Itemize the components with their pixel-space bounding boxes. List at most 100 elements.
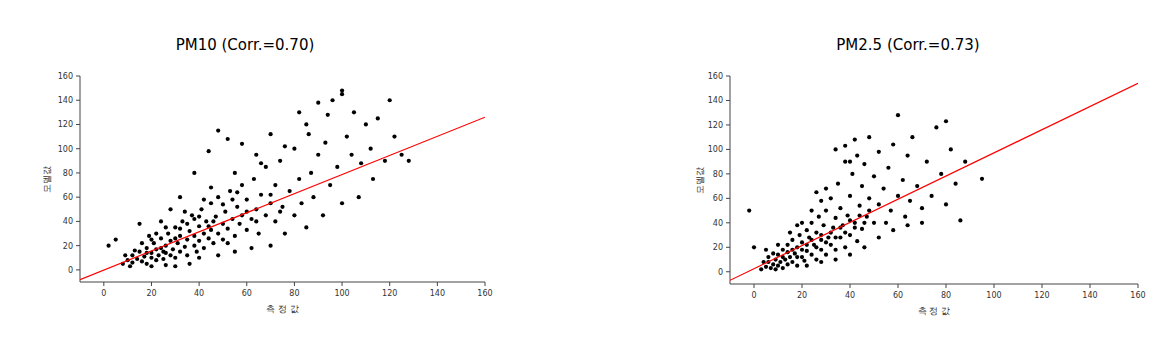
point: [326, 113, 330, 117]
point: [903, 215, 907, 219]
point: [149, 264, 153, 268]
point: [128, 264, 132, 268]
point: [848, 233, 852, 237]
point: [896, 113, 900, 117]
point: [328, 183, 332, 187]
x-tick: [437, 282, 438, 286]
point: [800, 255, 804, 259]
point: [292, 147, 296, 151]
y-tick: [726, 247, 730, 248]
chart-canvas: PM10 (Corr.=0.70)02040608010012014016002…: [0, 0, 1156, 340]
y-tick-label: 40: [63, 217, 73, 226]
x-tick-label: 140: [430, 289, 445, 298]
point: [814, 231, 818, 235]
point: [114, 237, 118, 241]
x-tick: [485, 282, 486, 286]
point: [819, 238, 823, 242]
point: [906, 223, 910, 227]
point: [209, 201, 213, 205]
point: [383, 159, 387, 163]
point: [872, 174, 876, 178]
point: [800, 221, 804, 225]
point: [216, 253, 220, 257]
point: [934, 125, 938, 129]
y-tick-label: 0: [718, 268, 723, 277]
point: [781, 248, 785, 252]
point: [268, 193, 272, 197]
y-tick: [726, 271, 730, 272]
point: [766, 255, 770, 259]
point: [829, 196, 833, 200]
point: [335, 165, 339, 169]
point: [371, 177, 375, 181]
y-tick-label: 120: [708, 121, 723, 130]
point: [838, 235, 842, 239]
point: [884, 221, 888, 225]
point: [882, 186, 886, 190]
point: [185, 253, 189, 257]
point: [886, 166, 890, 170]
point: [283, 231, 287, 235]
point: [930, 194, 934, 198]
point: [273, 183, 277, 187]
point: [183, 245, 187, 249]
x-tick: [802, 284, 803, 288]
point: [862, 245, 866, 249]
point: [872, 221, 876, 225]
point: [817, 215, 821, 219]
point: [949, 147, 953, 151]
point: [819, 248, 823, 252]
point: [249, 217, 253, 221]
point: [254, 219, 258, 223]
y-tick-label: 80: [713, 170, 723, 179]
point: [810, 221, 814, 225]
point: [192, 171, 196, 175]
y-tick-label: 0: [68, 266, 73, 275]
y-tick: [726, 149, 730, 150]
y-tick-label: 140: [58, 96, 73, 105]
point: [304, 122, 308, 126]
point: [211, 241, 215, 245]
point: [178, 195, 182, 199]
y-tick: [726, 124, 730, 125]
x-tick: [103, 282, 104, 286]
point: [764, 265, 768, 269]
point: [173, 236, 177, 240]
point: [340, 92, 344, 96]
y-tick: [76, 76, 80, 77]
point: [858, 204, 862, 208]
y-tick-label: 160: [58, 72, 73, 81]
point: [819, 260, 823, 264]
point: [388, 98, 392, 102]
point: [853, 138, 857, 142]
point: [307, 132, 311, 136]
point: [920, 221, 924, 225]
point: [207, 149, 211, 153]
point: [249, 246, 253, 250]
point: [843, 245, 847, 249]
x-tick-label: 20: [146, 289, 156, 298]
point: [843, 231, 847, 235]
point: [814, 257, 818, 261]
y-axis: [80, 76, 81, 282]
point: [159, 219, 163, 223]
point: [202, 198, 206, 202]
point: [759, 267, 763, 271]
point: [235, 205, 239, 209]
point: [800, 248, 804, 252]
point: [834, 147, 838, 151]
point: [178, 227, 182, 231]
x-tick: [342, 282, 343, 286]
x-axis: [730, 284, 1138, 285]
point: [176, 241, 180, 245]
point: [283, 144, 287, 148]
point: [168, 207, 172, 211]
point: [233, 234, 237, 238]
point: [185, 237, 189, 241]
point: [891, 142, 895, 146]
y-tick-label: 100: [58, 145, 73, 154]
point: [226, 227, 230, 231]
point: [142, 254, 146, 258]
point: [168, 253, 172, 257]
x-tick-label: 0: [751, 291, 756, 300]
